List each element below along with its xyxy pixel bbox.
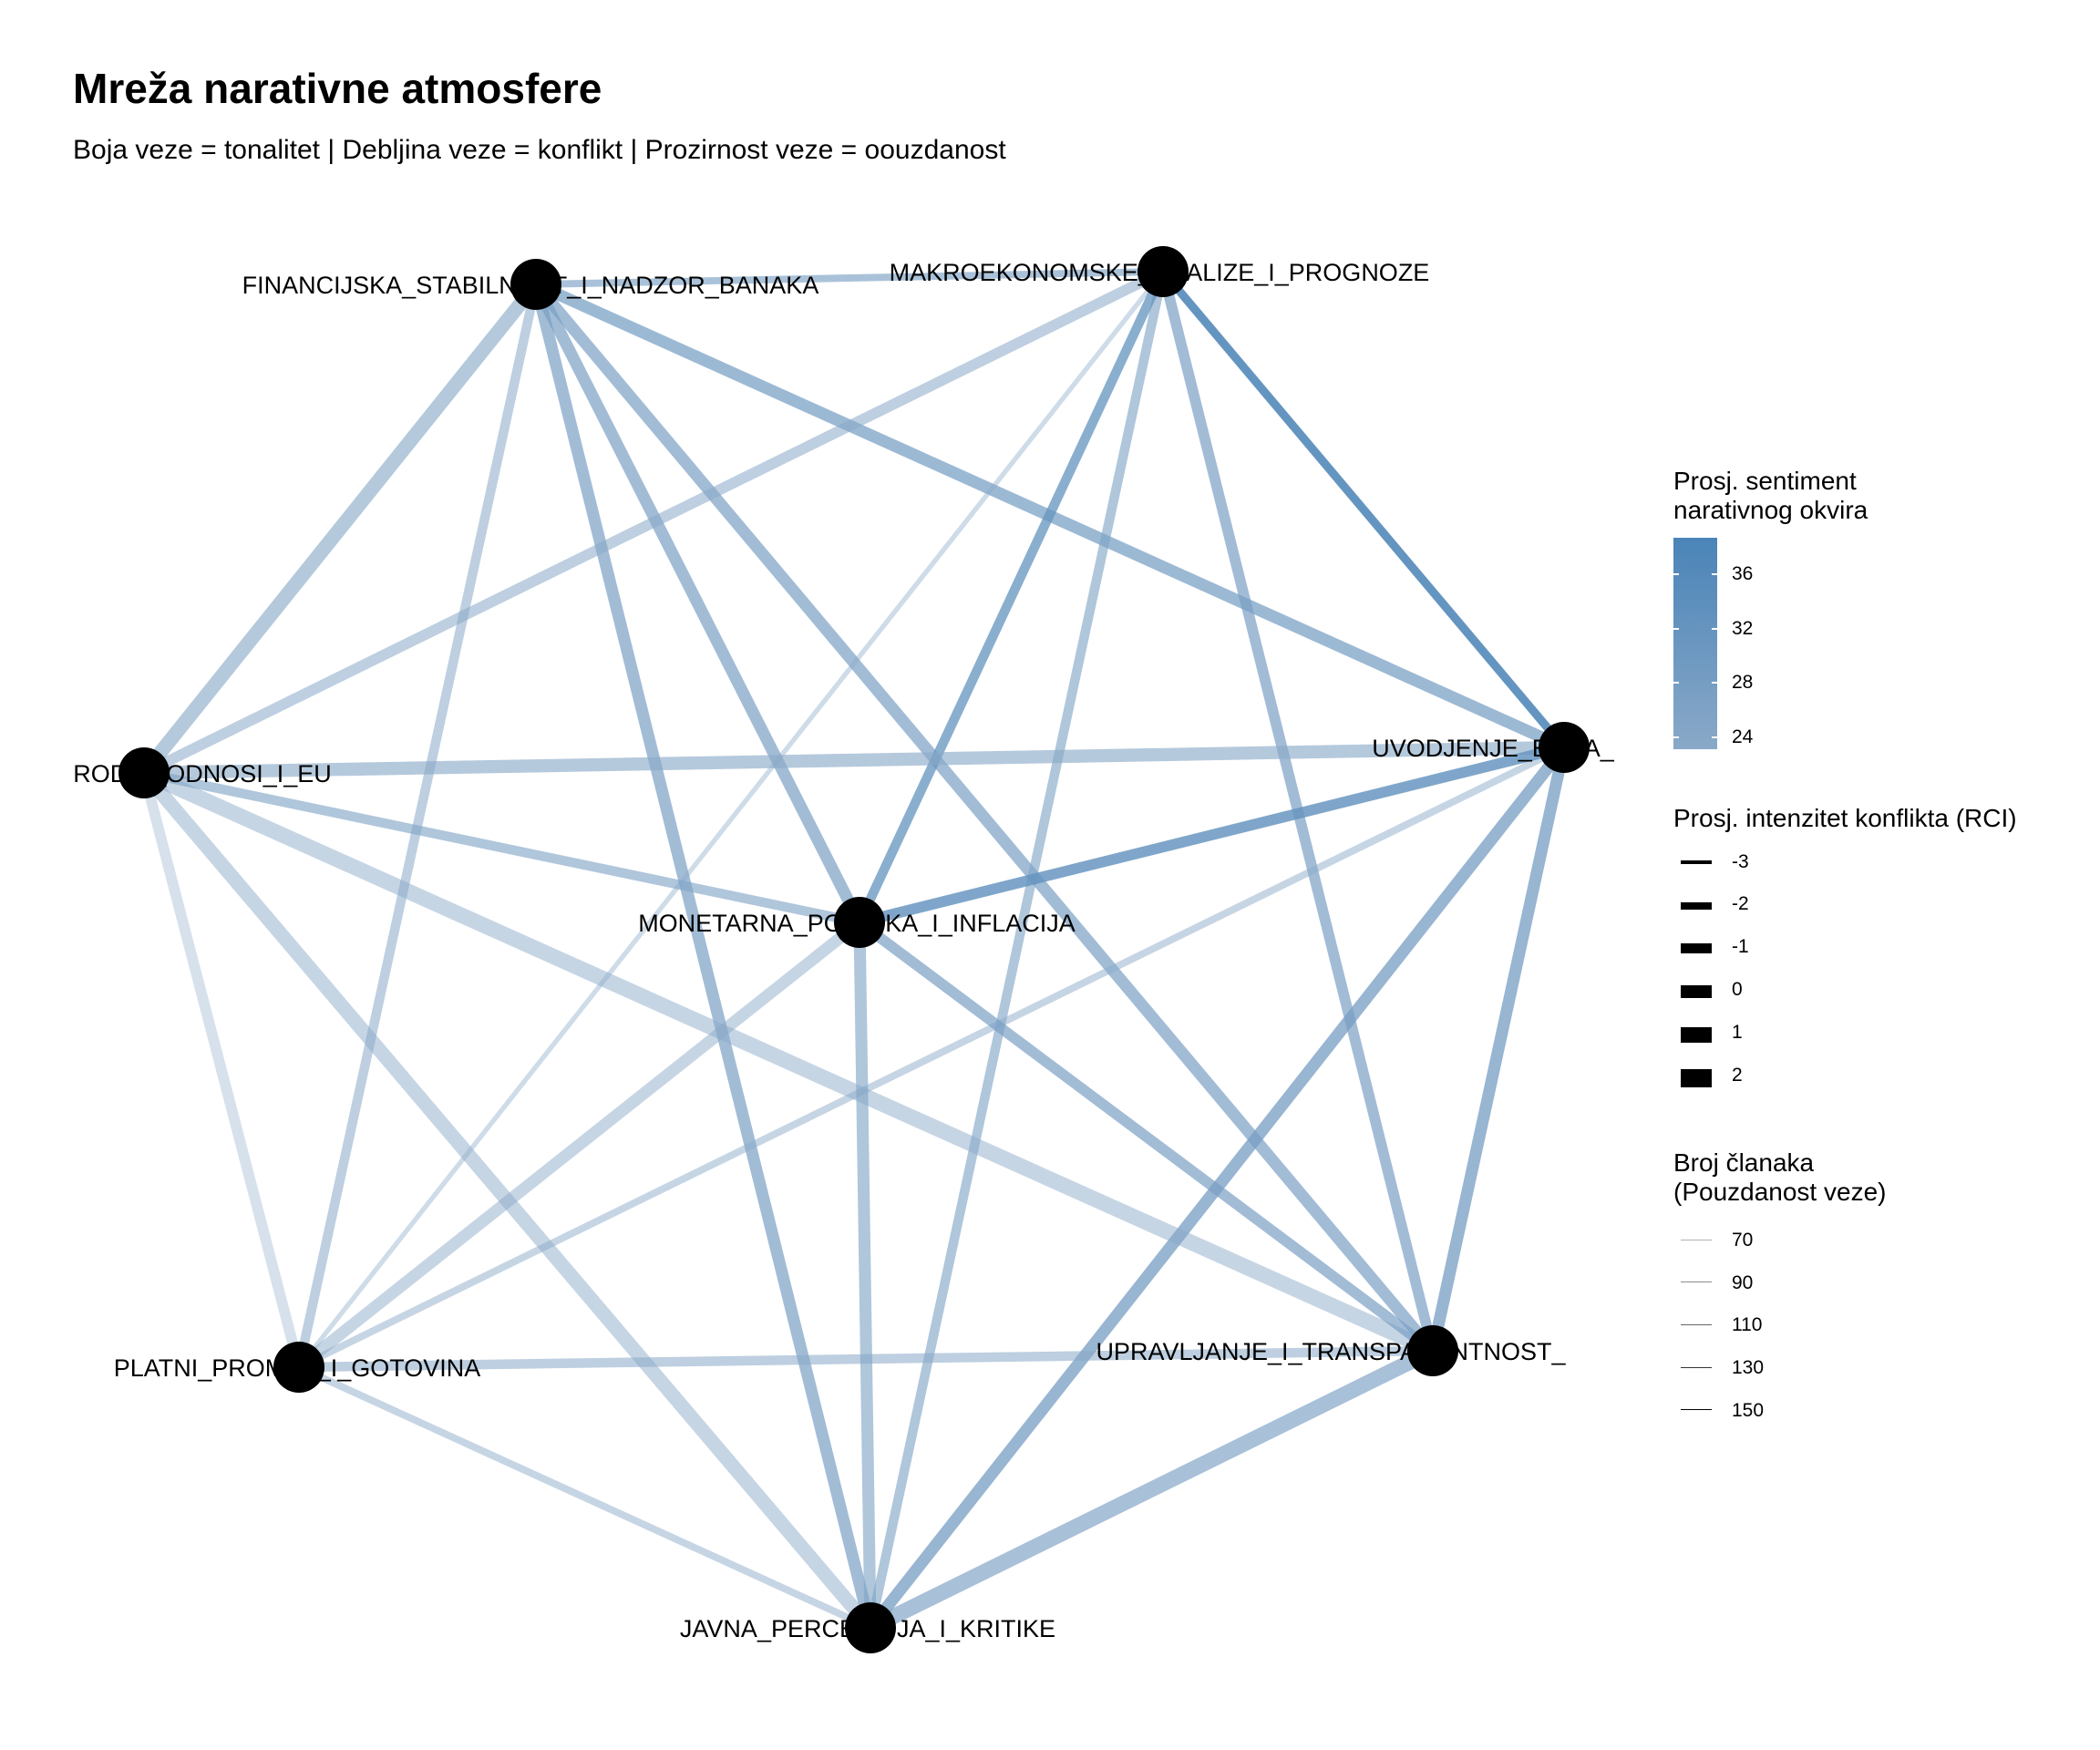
legend-conflict-key	[1681, 943, 1712, 953]
node-label-uvod: UVODJENJE_EURA_	[1372, 735, 1615, 762]
node-label-makro: MAKROEKONOMSKE_ANALIZE_I_PROGNOZE	[890, 259, 1430, 286]
edge-uvod-upr	[1426, 746, 1570, 1353]
legend-conflict-key	[1681, 1027, 1712, 1043]
node-upr	[1407, 1325, 1458, 1376]
network-diagram: FINANCIJSKA_STABILNOST_I_NADZOR_BANAKA MA…	[73, 246, 1615, 1653]
legend-sentiment-tick: 24	[1732, 726, 1754, 747]
legend-articles-key	[1681, 1409, 1712, 1411]
edge-fin-upr	[530, 280, 1438, 1355]
node-mon	[834, 897, 885, 948]
edge-platni-rod	[139, 771, 304, 1369]
legend-sentiment-tick: 32	[1732, 618, 1754, 639]
node-fin	[510, 259, 561, 310]
edge-fin-rod	[138, 280, 542, 777]
node-label-rod: RODNI_ODNOSI_I_EU	[73, 760, 332, 788]
edge-makro-rod	[141, 266, 1166, 778]
node-rod	[118, 747, 170, 798]
node-label-javna: JAVNA_PERCEPCIJA_I_KRITIKE	[680, 1615, 1055, 1642]
legend-sentiment-tick: 28	[1732, 672, 1754, 693]
legend-conflict-tick: 0	[1732, 979, 1743, 1000]
edge-uvod-mon	[858, 742, 1566, 928]
legend-conflict-tick: -1	[1732, 936, 1749, 957]
edge-fin-makro	[535, 268, 1164, 288]
edge-layer	[138, 266, 1570, 1635]
legend-conflict-key	[1681, 860, 1712, 864]
edge-fin-javna	[530, 283, 877, 1630]
edge-makro-mon	[855, 269, 1168, 925]
edge-platni-mon	[294, 917, 864, 1373]
node-makro	[1138, 246, 1189, 297]
legend-conflict-tick: -2	[1732, 893, 1749, 914]
node-label-platni: PLATNI_PROMET_I_GOTOVINA	[114, 1354, 481, 1382]
legend-articles-tick: 110	[1732, 1314, 1763, 1335]
node-javna	[845, 1602, 896, 1653]
legend-sentiment-colorbar	[1673, 538, 1717, 749]
edge-fin-mon	[530, 282, 865, 925]
edge-rod-mon	[142, 767, 861, 928]
label-layer: FINANCIJSKA_STABILNOST_I_NADZOR_BANAKA MA…	[73, 259, 1615, 1642]
legend-articles-key	[1681, 1324, 1712, 1326]
edge-upr-rod	[140, 766, 1436, 1358]
node-layer	[118, 246, 1590, 1653]
edge-javna-mon	[853, 921, 877, 1629]
chart-subtitle: Boja veze = tonalitet | Debljina veze = …	[73, 135, 1006, 165]
edge-upr-mon	[856, 918, 1436, 1355]
edge-makro-javna	[865, 270, 1168, 1630]
legend-sentiment-title: Prosj. sentiment narativnog okvira	[1673, 467, 1868, 524]
legend-sentiment-tick: 36	[1732, 563, 1754, 584]
legend-conflict-key	[1681, 985, 1712, 998]
node-platni	[273, 1342, 324, 1393]
edge-upr-javna	[867, 1343, 1436, 1635]
legend-conflict-tick: -3	[1732, 851, 1749, 872]
legend-articles-tick: 150	[1732, 1400, 1765, 1421]
legend-articles-tick: 90	[1732, 1272, 1754, 1293]
node-label-mon: MONETARNA_POLITIKA_I_INFLACIJA	[638, 910, 1076, 937]
edge-uvod-rod	[143, 740, 1565, 780]
node-uvod	[1539, 722, 1590, 773]
node-label-upr: UPRAVLJANJE_I_TRANSPARENTNOST_	[1096, 1338, 1566, 1365]
legend-articles-title: Broj članaka (Pouzdanost veze)	[1673, 1148, 1887, 1206]
edge-makro-platni	[296, 270, 1166, 1369]
legend-conflict-tick: 2	[1732, 1065, 1743, 1086]
legend-conflict-title: Prosj. intenzitet konflikta (RCI)	[1673, 804, 2017, 832]
legend-articles-tick: 130	[1732, 1357, 1765, 1378]
legend-articles-tick: 70	[1732, 1230, 1754, 1251]
legend-conflict-key	[1681, 1069, 1712, 1087]
edge-uvod-platni	[297, 744, 1566, 1371]
legend-articles-key	[1681, 1367, 1712, 1369]
chart-title: Mreža narativne atmosfere	[73, 65, 602, 112]
node-label-fin: FINANCIJSKA_STABILNOST_I_NADZOR_BANAKA	[242, 272, 819, 299]
edge-makro-uvod	[1159, 269, 1568, 750]
edge-javna-platni	[297, 1364, 872, 1632]
legend-conflict-tick: 1	[1732, 1022, 1743, 1043]
legend-conflict-key	[1681, 902, 1712, 910]
edge-javna-rod	[139, 767, 876, 1633]
